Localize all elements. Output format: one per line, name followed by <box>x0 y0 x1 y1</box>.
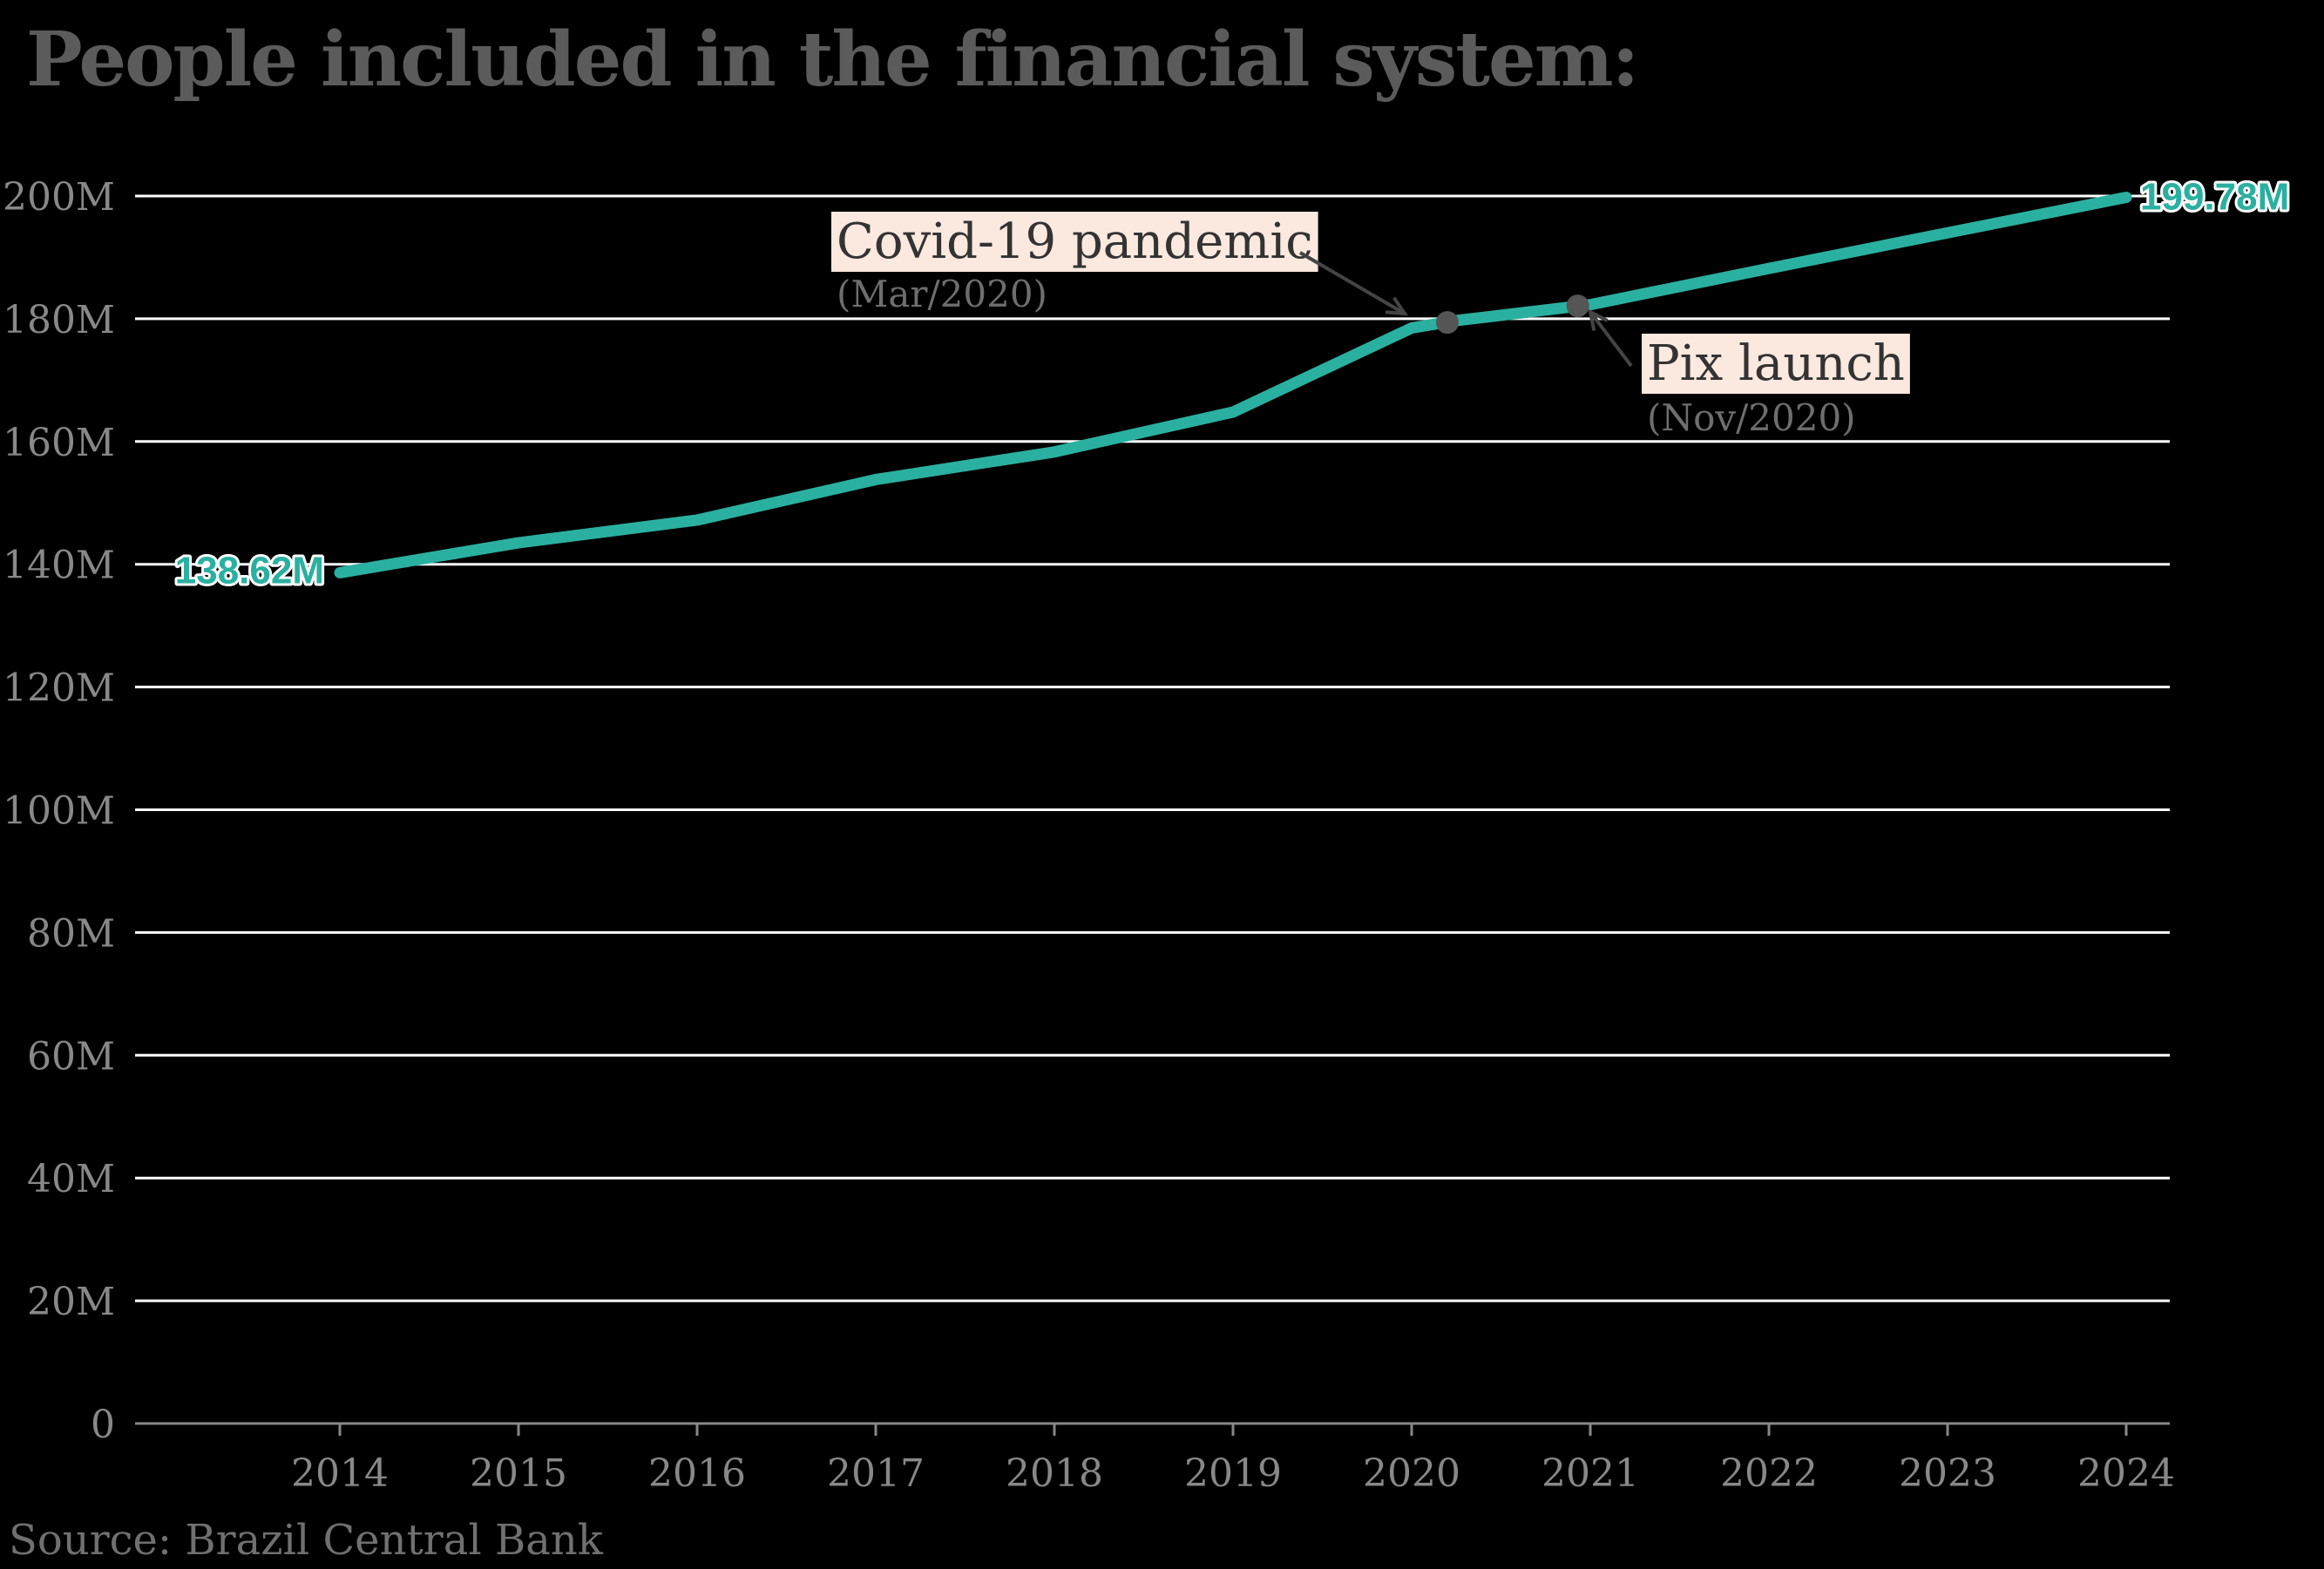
series-lines <box>334 192 2132 578</box>
annotation-marker <box>1566 294 1589 318</box>
x-tick-label: 2016 <box>648 1451 746 1496</box>
y-tick-label: 200M <box>3 175 115 220</box>
annotation-sublabel: (Mar/2020) <box>837 273 1047 315</box>
y-tick-label: 120M <box>3 666 115 711</box>
y-axis-ticks: 0 20M 40M 60M 80M 100M 120M 140M 160M 180M 200M <box>3 175 115 1447</box>
annotation-arrowhead <box>1385 296 1408 316</box>
annotation-marker <box>1436 311 1459 335</box>
annotation-arrow <box>1589 310 1633 368</box>
start-value-label: 138.62M <box>175 549 324 592</box>
grid-lines <box>135 194 2170 1425</box>
y-tick-label: 0 <box>91 1403 115 1447</box>
y-tick-label: 20M <box>27 1280 115 1324</box>
end-value-label: 199.78M <box>2140 176 2289 219</box>
annotation: Pix launch(Nov/2020) <box>1566 294 1910 439</box>
annotation-arrowhead <box>1588 308 1609 331</box>
x-tick-label: 2019 <box>1184 1451 1282 1496</box>
annotation-arrow <box>1298 251 1406 315</box>
annotation-label: Covid-19 pandemic <box>837 213 1313 270</box>
series-line <box>334 192 2132 578</box>
y-tick-label: 60M <box>27 1034 115 1079</box>
end-labels: 138.62M 199.78M <box>173 173 2292 595</box>
y-tick-label: 140M <box>3 544 115 588</box>
x-axis-ticks: 2014 2015 2016 2017 2018 2019 2020 2021 2022 2023… <box>291 1424 2175 1496</box>
x-tick-label: 2021 <box>1541 1451 1639 1496</box>
chart-source: Source: Brazil Central Bank <box>9 1516 603 1565</box>
annotation: Covid-19 pandemic(Mar/2020) <box>831 212 1459 335</box>
annotation-label: Pix launch <box>1647 335 1905 392</box>
y-tick-label: 160M <box>3 421 115 465</box>
chart-title: People included in the financial system: <box>26 16 1639 104</box>
x-tick-label: 2020 <box>1363 1451 1460 1496</box>
annotation-label-box <box>1642 334 1910 394</box>
annotation-sublabel: (Nov/2020) <box>1647 396 1856 439</box>
x-tick-label: 2022 <box>1720 1451 1818 1496</box>
x-tick-label: 2018 <box>1006 1451 1103 1496</box>
annotation-label-box <box>831 212 1318 272</box>
x-tick-label: 2015 <box>470 1451 567 1496</box>
y-tick-label: 80M <box>27 911 115 956</box>
x-tick-label: 2024 <box>2077 1451 2175 1496</box>
x-tick-label: 2017 <box>827 1451 925 1496</box>
annotations: Covid-19 pandemic(Mar/2020) Pix launch(No… <box>831 212 1910 439</box>
y-tick-label: 180M <box>3 298 115 342</box>
x-tick-label: 2014 <box>291 1451 389 1496</box>
y-tick-label: 40M <box>27 1157 115 1201</box>
x-tick-label: 2023 <box>1899 1451 1996 1496</box>
y-tick-label: 100M <box>3 789 115 834</box>
